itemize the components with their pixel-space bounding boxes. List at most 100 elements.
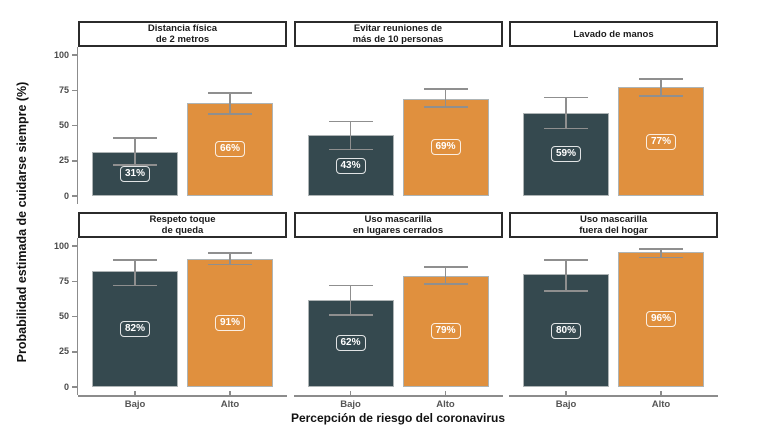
facet-strip: Uso mascarilla en lugares cerrados [293,212,503,238]
error-bar-alto [660,248,662,258]
y-axis-tick-label: 75 [58,275,69,286]
error-bar-cap-top [423,88,468,90]
bar-value-label-bajo: 43% [335,157,366,174]
y-axis-tick [72,315,77,318]
facet-strip: Respeto toque de queda [78,212,287,238]
y-axis-tick [72,386,77,388]
x-tick-label-alto: Alto [436,399,455,410]
y-axis-tick [72,160,77,162]
error-bar-bajo [349,121,352,150]
bar-alto [402,275,489,387]
y-axis-line [76,238,78,395]
bar-bajo [523,274,609,387]
error-bar-bajo [565,260,567,292]
x-axis-line [509,395,718,397]
y-axis-tick-label: 25 [58,346,69,357]
error-bar-cap-top [639,78,683,80]
bar-value-label-bajo: 59% [550,146,582,163]
error-bar-cap-top [113,137,157,139]
error-bar-cap-top [208,92,252,94]
y-axis-tick-label: 75 [58,84,69,95]
x-tick-label-bajo: Bajo [124,399,146,410]
bar-value-label-alto: 91% [214,314,246,331]
error-bar-bajo [134,138,136,165]
facet-strip: Lavado de manos [509,21,718,47]
facet-strip: Distancia física de 2 metros [78,21,287,47]
error-bar-cap-bottom [328,314,373,316]
y-axis-tick-label: 25 [58,155,69,166]
error-bar-cap-bottom [113,164,157,166]
bar-value-label-bajo: 62% [335,335,366,352]
error-bar-cap-top [328,284,373,287]
x-axis-line [78,395,287,397]
bar-value-label-alto: 96% [645,311,677,328]
error-bar-alto [444,88,447,108]
y-axis-line [76,47,78,204]
error-bar-cap-top [544,259,588,261]
y-axis-tick [72,54,77,56]
y-axis-tick [72,195,77,197]
y-axis-tick-label: 100 [53,240,69,251]
facet-strip: Uso mascarilla fuera del hogar [509,212,718,238]
error-bar-cap-bottom [639,256,683,259]
y-axis-tick [72,89,77,91]
x-axis-tick [349,391,352,395]
error-bar-bajo [565,97,567,129]
bar-alto [618,87,704,196]
bar-value-label-alto: 66% [214,141,246,158]
x-tick-label-bajo: Bajo [555,399,577,410]
x-axis-title: Percepción de riesgo del coronavirus [290,411,506,425]
error-bar-alto [660,78,662,96]
error-bar-cap-bottom [208,113,252,115]
x-axis-tick [565,391,567,395]
error-bar-cap-bottom [113,284,157,287]
error-bar-alto [229,93,231,115]
error-bar-alto [229,253,231,265]
error-bar-cap-top [328,120,373,123]
y-axis-tick [72,124,77,127]
error-bar-cap-top [544,96,588,99]
error-bar-cap-top [113,259,157,261]
error-bar-cap-bottom [544,290,588,292]
bar-bajo [92,271,178,387]
x-axis-tick [229,391,231,395]
y-axis-tick-label: 0 [63,190,69,201]
bar-alto [187,102,273,196]
y-axis-tick [72,245,77,247]
bar-value-label-alto: 79% [430,323,461,340]
error-bar-cap-top [639,248,683,250]
x-axis-tick [660,391,662,395]
error-bar-cap-top [208,252,252,254]
y-axis-tick [72,280,77,282]
error-bar-cap-bottom [544,127,588,130]
error-bar-alto [444,267,447,285]
bar-alto [618,251,704,387]
y-axis-tick [72,351,77,353]
x-axis-tick [444,391,447,395]
error-bar-cap-bottom [328,148,373,151]
facet-strip: Evitar reuniones de más de 10 personas [293,21,503,47]
y-axis-tick-label: 50 [58,311,69,321]
error-bar-cap-top [423,266,468,268]
error-bar-cap-bottom [423,106,468,108]
error-bar-cap-bottom [639,95,683,97]
bar-value-label-bajo: 82% [119,321,151,338]
x-axis-line [293,395,503,397]
bar-alto [402,98,489,196]
x-axis-tick [134,391,136,395]
x-tick-label-alto: Alto [220,399,240,410]
error-bar-bajo [349,285,352,316]
y-axis-tick-label: 50 [58,120,69,130]
bar-value-label-bajo: 31% [119,166,151,183]
x-tick-label-bajo: Bajo [340,399,361,410]
bar-value-label-bajo: 80% [550,322,582,339]
bar-value-label-alto: 69% [430,139,461,156]
x-tick-label-alto: Alto [651,399,671,410]
bar-value-label-alto: 77% [645,133,677,150]
y-axis-tick-label: 100 [53,49,69,60]
error-bar-cap-bottom [208,263,252,266]
y-axis-title: Probabilidad estimada de cuidarse siempr… [15,81,29,363]
error-bar-cap-bottom [423,283,468,285]
error-bar-bajo [134,260,136,286]
